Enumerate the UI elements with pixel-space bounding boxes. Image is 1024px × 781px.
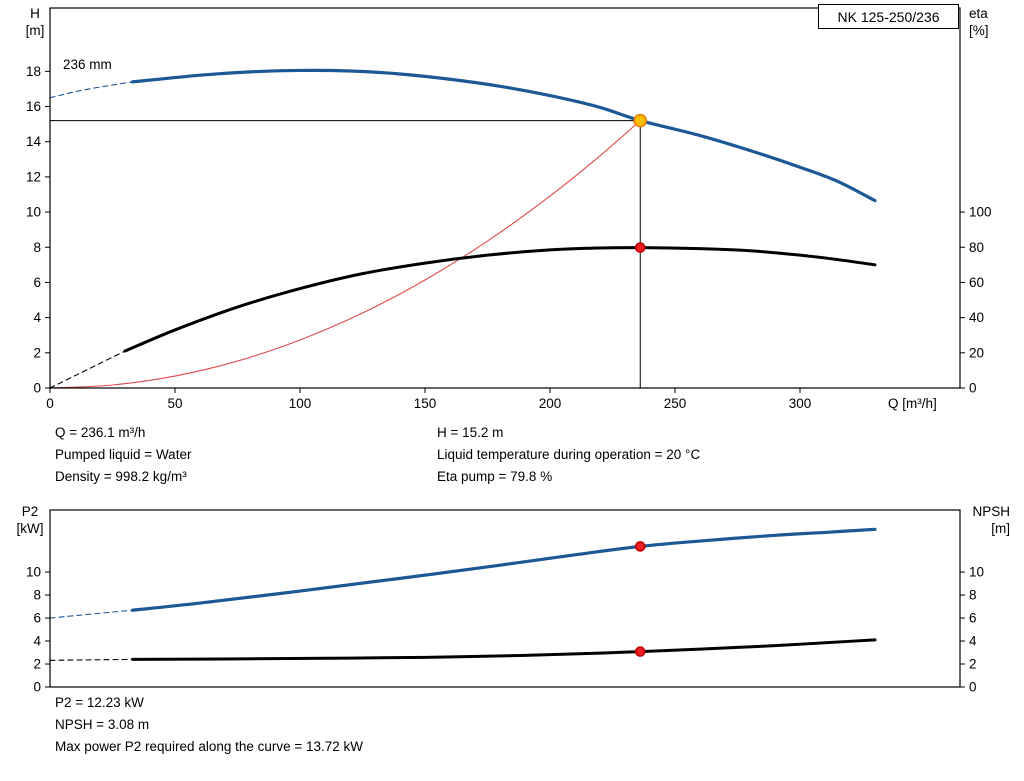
eta-curve-extrapolated	[49, 350, 126, 389]
impeller-diameter-label: 236 mm	[63, 57, 112, 72]
tick-label: 8	[33, 588, 41, 603]
tick-label: 2	[33, 345, 41, 360]
pump-type-box: NK 125-250/236	[818, 4, 959, 29]
duty-flow-text: Q = 236.1 m³/h	[55, 425, 146, 440]
tick-label: 50	[167, 396, 182, 411]
tick-label: 8	[969, 588, 977, 603]
tick-label: 0	[969, 381, 977, 396]
tick-label: 100	[969, 205, 992, 220]
tick-label: 4	[33, 310, 41, 325]
plot-frame	[49, 7, 961, 389]
tick-label: 40	[969, 310, 984, 325]
pump-curve-extrapolated	[49, 81, 134, 99]
tick-label: 300	[789, 396, 812, 411]
tick-label: 250	[664, 396, 687, 411]
plot-frame	[49, 509, 961, 688]
tick-label: 10	[969, 565, 984, 580]
tick-label: 150	[414, 396, 437, 411]
duty-point-qh[interactable]	[633, 113, 648, 128]
tick-label: 0	[33, 381, 41, 396]
tick-label: 80	[969, 240, 984, 255]
tick-label: 0	[969, 680, 977, 695]
tick-label: 2	[33, 657, 41, 672]
tick-label: 20	[969, 345, 984, 360]
density-text: Density = 998.2 kg/m³	[55, 469, 187, 484]
duty-point-npsh	[634, 646, 646, 657]
x-axis-label: Q [m³/h]	[888, 396, 937, 411]
tick-label: 16	[26, 99, 41, 114]
tick-label: 4	[33, 634, 41, 649]
tick-label: 0	[46, 396, 54, 411]
p2-curve-extrapolated	[49, 609, 134, 619]
tick-label: 6	[969, 611, 977, 626]
tick-label: 2	[969, 657, 977, 672]
duty-head-text: H = 15.2 m	[437, 425, 504, 440]
tick-label: 12	[26, 169, 41, 184]
tick-label: 10	[26, 205, 41, 220]
tick-label: 4	[969, 634, 977, 649]
tick-label: 200	[539, 396, 562, 411]
tick-label: 14	[26, 134, 42, 149]
tick-label: 100	[289, 396, 312, 411]
h-axis-label: H [m]	[25, 6, 45, 38]
eta-pump-text: Eta pump = 79.8 %	[437, 469, 553, 484]
tick-label: 6	[33, 611, 41, 626]
tick-label: 10	[26, 565, 41, 580]
npsh-result-text: NPSH = 3.08 m	[55, 717, 150, 732]
tick-label: 8	[33, 240, 41, 255]
max-power-result-text: Max power P2 required along the curve = …	[55, 739, 364, 754]
npsh-curve	[131, 638, 877, 661]
tick-label: 60	[969, 275, 984, 290]
npsh-axis-label: NPSH [m]	[972, 504, 1010, 536]
pumped-liquid-text: Pumped liquid = Water	[55, 447, 192, 462]
eta-axis-label: eta [%]	[969, 6, 989, 38]
p2-curve	[130, 527, 877, 612]
duty-point-p2	[634, 541, 646, 552]
tick-label: 6	[33, 275, 41, 290]
p2-axis-label: P2 [kW]	[16, 504, 44, 536]
tick-label: 0	[33, 680, 41, 695]
system-curve	[49, 120, 641, 389]
duty-point-eta	[634, 242, 646, 253]
pump-curve-236mm	[130, 68, 877, 203]
npsh-curve-extrapolated	[49, 658, 134, 661]
p2-result-text: P2 = 12.23 kW	[55, 695, 144, 710]
liquid-temp-text: Liquid temperature during operation = 20…	[437, 447, 701, 462]
eta-curve	[123, 246, 877, 353]
tick-label: 18	[26, 64, 41, 79]
